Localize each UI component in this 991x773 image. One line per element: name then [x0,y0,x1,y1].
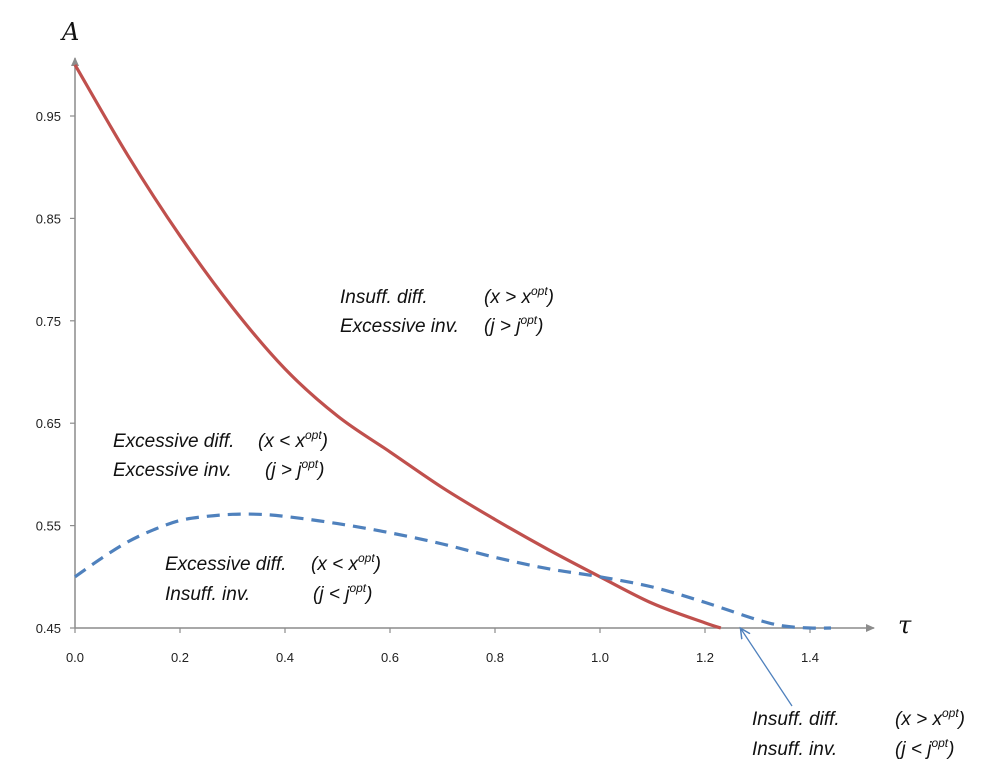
svg-text:Excessive diff. (x < x: Excessive diff. (x < xopt) [113,428,328,452]
x-tick-label: 0.8 [486,650,504,665]
annotation-close: ) [320,431,328,452]
annotations: Insuff. diff. (x > xopt) Excessive inv. … [113,284,965,760]
y-tick-label: 0.95 [36,109,61,124]
annotation-label: Excessive diff. [165,554,286,575]
annotation-region-top: Insuff. diff. (x > xopt) Excessive inv. … [340,284,554,337]
annotation-relation: (j < j [313,584,350,605]
annotation-close: ) [546,287,554,308]
annotation-relation: (j > j [484,316,521,337]
annotation-superscript: opt [931,736,948,750]
svg-text:Excessive diff. (x < x: Excessive diff. (x < xopt) [165,551,381,575]
x-ticks: 0.0 0.2 0.4 0.6 0.8 1.0 1.2 1.4 [66,628,819,665]
x-tick-label: 1.4 [801,650,819,665]
y-tick-label: 0.45 [36,621,61,636]
annotation-relation: (j < j [895,739,932,760]
x-tick-label: 0.4 [276,650,294,665]
series-line-dashed [74,512,832,630]
svg-text:Insuff. inv. (j < jopt: Insuff. inv. (j < jopt) [165,581,372,605]
annotation-superscript: opt [305,428,322,442]
annotation-label: Excessive diff. [113,431,234,452]
svg-text:Excessive inv. (j > jo: Excessive inv. (j > jopt) [340,313,543,337]
y-ticks: 0.45 0.55 0.65 0.75 0.85 0.95 [36,109,75,636]
annotation-superscript: opt [531,284,548,298]
y-tick-label: 0.65 [36,416,61,431]
svg-text:Excessive inv. (j > jo: Excessive inv. (j > jopt) [113,457,324,481]
y-tick-label: 0.85 [36,211,61,226]
annotation-label: Insuff. diff. [752,709,840,730]
annotation-superscript: opt [301,457,318,471]
y-tick-label: 0.55 [36,519,61,534]
annotation-region-left: Excessive diff. (x < xopt) Excessive inv… [113,428,328,481]
annotation-relation: (j > j [265,460,302,481]
annotation-relation: (x > x [895,709,943,730]
y-axis-title: A [60,18,79,46]
annotation-relation: (x > x [484,287,532,308]
annotation-region-bottom: Excessive diff. (x < xopt) Insuff. inv. … [165,551,381,605]
annotation-superscript: opt [520,313,537,327]
annotation-close: ) [316,460,324,481]
annotation-superscript: opt [349,581,366,595]
annotation-label: Insuff. diff. [340,287,428,308]
axes [71,57,875,632]
annotation-close: ) [946,739,954,760]
annotation-label: Insuff. inv. [752,739,837,760]
annotation-relation: (x < x [311,554,359,575]
annotation-label: Excessive inv. [340,316,459,337]
x-tick-label: 0.2 [171,650,189,665]
annotation-region-callout: Insuff. diff. (x > xopt) Insuff. inv. (j… [741,629,965,760]
x-tick-label: 1.2 [696,650,714,665]
annotation-label: Excessive inv. [113,460,232,481]
x-axis-title: τ [898,611,912,639]
annotation-relation: (x < x [258,431,306,452]
annotation-close: ) [535,316,543,337]
annotation-label: Insuff. inv. [165,584,250,605]
x-tick-label: 0.6 [381,650,399,665]
x-tick-label: 1.0 [591,650,609,665]
annotation-close: ) [957,709,965,730]
svg-text:Insuff. diff. (x > xop: Insuff. diff. (x > xopt) [340,284,554,308]
svg-text:Insuff. diff. (x > xop: Insuff. diff. (x > xopt) [752,706,965,730]
annotation-close: ) [373,554,381,575]
series-layer [73,63,832,630]
annotation-superscript: opt [358,551,375,565]
y-tick-label: 0.75 [36,314,61,329]
series-line-solid [73,63,722,630]
x-tick-label: 0.0 [66,650,84,665]
annotation-superscript: opt [942,706,959,720]
annotation-close: ) [364,584,372,605]
svg-text:Insuff. inv. (j < jopt: Insuff. inv. (j < jopt) [752,736,954,760]
callout-arrow [741,629,793,707]
